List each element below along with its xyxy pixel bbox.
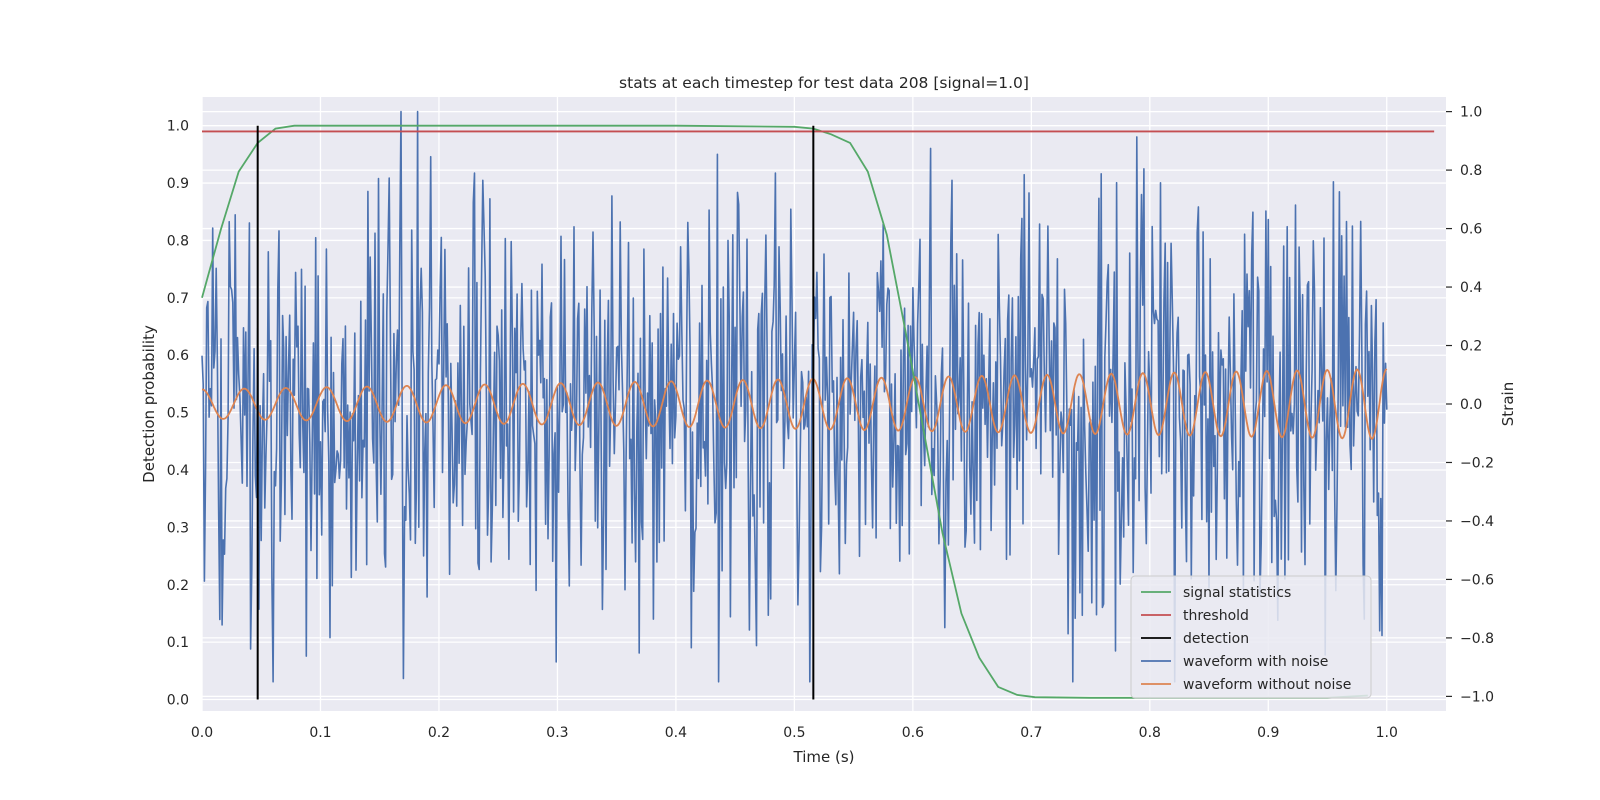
y2-tick-label: 0.0 <box>1460 397 1482 413</box>
x-tick-label: 0.0 <box>191 725 213 741</box>
y2-tick-label: 0.4 <box>1460 280 1482 296</box>
legend-label: waveform with noise <box>1183 654 1328 670</box>
y2-tick-label: −0.6 <box>1460 572 1494 588</box>
y-tick-label: 1.0 <box>167 119 189 135</box>
y2-tick-label: −1.0 <box>1460 689 1494 705</box>
series-waveform-with-noise <box>201 110 1388 683</box>
y2-tick-label: 0.2 <box>1460 339 1482 355</box>
legend-label: signal statistics <box>1183 585 1291 601</box>
x-tick-label: 0.5 <box>783 725 805 741</box>
y-tick-label: 0.7 <box>167 291 189 307</box>
legend-label: threshold <box>1183 608 1249 624</box>
y2-tick-label: 1.0 <box>1460 105 1482 121</box>
y2-tick-label: −0.2 <box>1460 455 1494 471</box>
y-tick-label: 0.0 <box>167 693 189 709</box>
axes-layer: 0.0 0.1 0.2 0.3 0.4 0.5 0.6 0.7 0.8 0.9 1.0 0.0 0.1 0… <box>167 105 1494 741</box>
y2-axis-title: Strain <box>1499 382 1517 426</box>
y-tick-label: 0.1 <box>167 635 189 651</box>
y2-tick-label: −0.8 <box>1460 631 1494 647</box>
series-layer <box>201 110 1435 700</box>
x-axis-title: Time (s) <box>793 748 855 766</box>
x-tick-label: 0.3 <box>546 725 568 741</box>
y-tick-label: 0.8 <box>167 233 189 249</box>
y2-tick-label: −0.4 <box>1460 514 1494 530</box>
x-tick-label: 1.0 <box>1376 725 1398 741</box>
chart-title: stats at each timestep for test data 208… <box>619 74 1029 92</box>
x-tick-label: 0.2 <box>428 725 450 741</box>
x-tick-label: 0.8 <box>1139 725 1161 741</box>
series-signal-statistics <box>201 124 1368 699</box>
legend: signal statistics threshold detection wavef… <box>1130 575 1372 699</box>
y2-tick-label: 0.8 <box>1460 163 1482 179</box>
series-waveform-without-noise <box>201 368 1388 440</box>
x-tick-label: 0.1 <box>309 725 331 741</box>
y-tick-label: 0.3 <box>167 520 189 536</box>
y-axis-title: Detection probability <box>140 325 158 483</box>
y-tick-label: 0.6 <box>167 348 189 364</box>
legend-label: detection <box>1183 631 1249 647</box>
x-tick-label: 0.9 <box>1257 725 1279 741</box>
x-tick-label: 0.7 <box>1020 725 1042 741</box>
x-tick-label: 0.4 <box>665 725 687 741</box>
x-tick-label: 0.6 <box>902 725 924 741</box>
y-tick-label: 0.9 <box>167 176 189 192</box>
y-tick-label: 0.2 <box>167 578 189 594</box>
legend-label: waveform without noise <box>1183 677 1351 693</box>
legend-box <box>1130 575 1372 699</box>
y2-tick-label: 0.6 <box>1460 222 1482 238</box>
y-tick-label: 0.5 <box>167 406 189 422</box>
y-tick-label: 0.4 <box>167 463 189 479</box>
